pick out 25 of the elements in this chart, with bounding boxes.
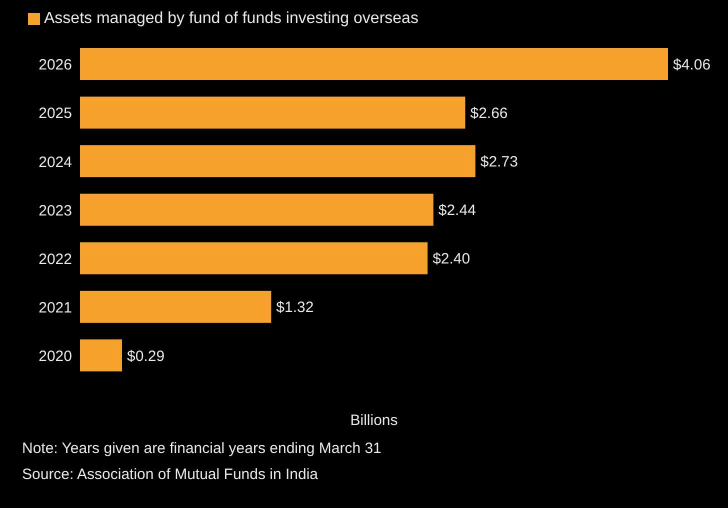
data-label: $2.73 — [480, 153, 518, 170]
y-tick-label: 2023 — [38, 202, 72, 220]
y-tick-label: 2020 — [38, 348, 72, 366]
data-label: $1.32 — [276, 299, 314, 316]
data-label: $2.44 — [438, 202, 476, 220]
bar — [80, 145, 476, 178]
bar — [80, 290, 272, 323]
source-note: Source: Association of Mutual Funds in India — [22, 465, 320, 485]
x-axis-title: Billions — [350, 412, 398, 429]
data-label: $4.06 — [673, 56, 711, 74]
bar — [80, 339, 122, 372]
bar — [80, 194, 434, 226]
legend-label: Assets managed by fund of funds investing overseas — [44, 10, 418, 27]
bar — [80, 96, 466, 129]
y-tick-label: 2021 — [38, 299, 72, 316]
y-tick-label: 2025 — [38, 105, 72, 122]
data-label: $0.29 — [127, 348, 165, 365]
bar — [80, 242, 428, 274]
y-tick-label: 2026 — [38, 56, 72, 74]
data-label: $2.40 — [432, 250, 470, 268]
y-tick-label: 2024 — [38, 154, 72, 171]
text: Note: Years given are financial years ending March 31 — [22, 439, 382, 459]
y-tick-label: 2022 — [38, 250, 72, 268]
data-label: $2.66 — [470, 104, 508, 122]
bar — [80, 48, 668, 80]
